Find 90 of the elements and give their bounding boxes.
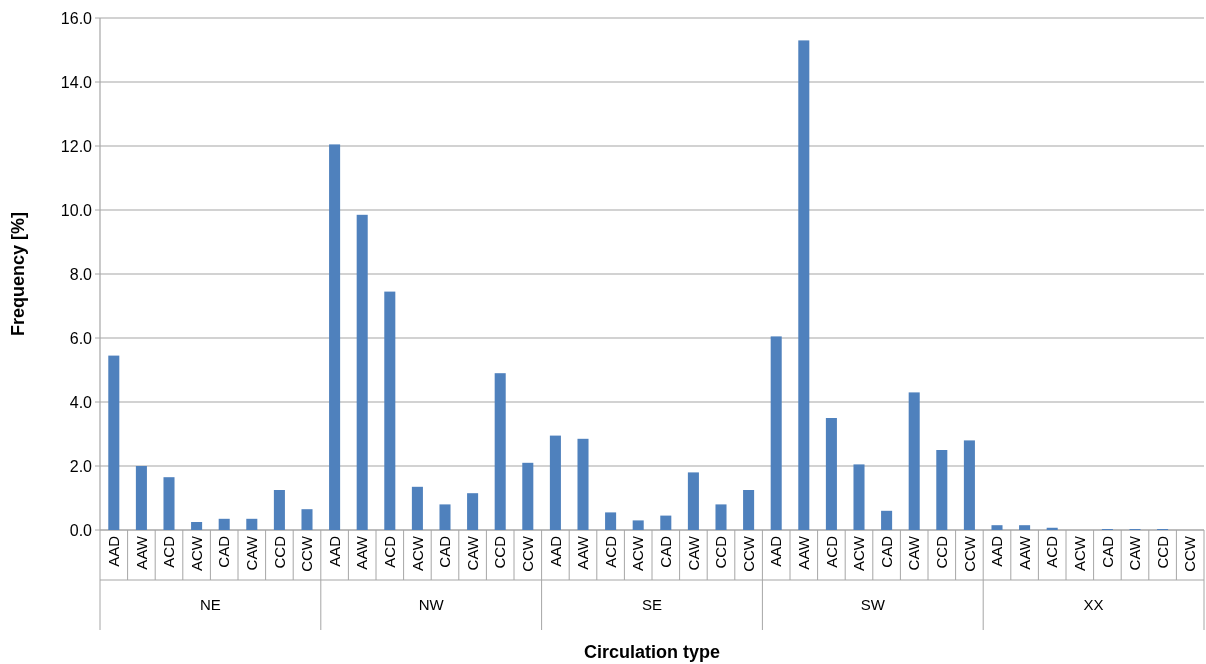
x-tick-label: ACD [601, 535, 619, 568]
x-tick-label: CAD [215, 535, 233, 568]
bar [411, 486, 423, 530]
y-tick-label: 6.0 [69, 329, 93, 347]
y-tick-label: 2.0 [69, 457, 93, 475]
x-tick-label: CAD [657, 535, 675, 568]
bar [853, 464, 865, 530]
x-tick-label: ACD [381, 535, 399, 568]
x-tick-label: AAD [767, 535, 785, 567]
x-tick-label: AAD [546, 535, 564, 567]
x-tick-label: CCD [270, 535, 288, 569]
x-tick-label: AAD [988, 535, 1006, 567]
bar [743, 490, 755, 530]
bar [273, 490, 285, 530]
y-tick-label: 10.0 [60, 201, 93, 219]
bar [135, 466, 147, 530]
bar [384, 291, 396, 530]
bar [522, 462, 534, 530]
bar [632, 520, 644, 530]
x-tick-label: CCW [298, 535, 316, 572]
bar [577, 438, 589, 530]
x-tick-label: AAW [1015, 535, 1033, 570]
x-tick-label: ACD [1043, 535, 1061, 568]
y-tick-label: 0.0 [69, 521, 93, 539]
bar [191, 522, 203, 530]
bar [605, 512, 617, 530]
bar [770, 336, 782, 530]
x-tick-label: ACW [408, 535, 426, 571]
bar [329, 144, 341, 530]
x-tick-label: CAW [243, 535, 261, 571]
bar [108, 355, 120, 530]
bar [439, 504, 451, 530]
bar [825, 418, 837, 530]
text: NE [199, 596, 221, 613]
x-tick-label: ACD [160, 535, 178, 568]
x-tick-label: CAW [1126, 535, 1144, 571]
x-tick-label: CAD [877, 535, 895, 568]
bar [963, 440, 975, 530]
bar [549, 435, 561, 530]
bar [467, 493, 479, 530]
y-axis-title: Frequency [%] [8, 211, 28, 337]
x-tick-label: AAD [105, 535, 123, 567]
x-tick-label: AAW [353, 535, 371, 570]
y-tick-label: 14.0 [60, 73, 93, 91]
text: XX [1083, 596, 1104, 613]
bar [687, 472, 699, 530]
x-axis-title: Circulation type [583, 642, 721, 662]
bar [163, 477, 175, 530]
bar [715, 504, 727, 530]
x-tick-label: CCD [933, 535, 951, 569]
bar [1019, 525, 1031, 530]
x-tick-label: CCW [519, 535, 537, 572]
x-tick-label: CAW [684, 535, 702, 571]
bar [936, 450, 948, 530]
x-tick-label: CAD [436, 535, 454, 568]
y-tick-label: 16.0 [60, 9, 93, 27]
x-tick-label: CCD [712, 535, 730, 569]
y-tick-label: 8.0 [69, 265, 93, 283]
bar [798, 40, 810, 530]
bar [246, 518, 258, 530]
x-tick-label: ACW [629, 535, 647, 571]
x-tick-label: ACD [822, 535, 840, 568]
x-tick-label: ACW [1071, 535, 1089, 571]
x-tick-label: CCD [491, 535, 509, 569]
bar [494, 373, 506, 530]
bar [301, 509, 313, 530]
x-tick-label: CCW [739, 535, 757, 572]
x-tick-label: CCD [1153, 535, 1171, 569]
y-tick-label: 4.0 [69, 393, 93, 411]
x-tick-label: CAW [905, 535, 923, 571]
text: NW [418, 596, 445, 613]
x-tick-label: CAW [463, 535, 481, 571]
bar [991, 525, 1003, 530]
x-tick-label: CAD [1098, 535, 1116, 568]
bar [881, 510, 893, 530]
bar [218, 518, 230, 530]
x-tick-label: AAD [325, 535, 343, 567]
bar [660, 515, 672, 530]
x-tick-label: CCW [960, 535, 978, 572]
bar [356, 214, 368, 530]
x-tick-label: AAW [795, 535, 813, 570]
x-tick-label: AAW [132, 535, 150, 570]
y-tick-label: 12.0 [60, 137, 93, 155]
bar [908, 392, 920, 530]
text: SE [641, 596, 663, 613]
x-tick-label: ACW [850, 535, 868, 571]
x-tick-label: CCW [1181, 535, 1199, 572]
x-tick-label: ACW [187, 535, 205, 571]
x-tick-label: AAW [574, 535, 592, 570]
text: SW [860, 596, 886, 613]
